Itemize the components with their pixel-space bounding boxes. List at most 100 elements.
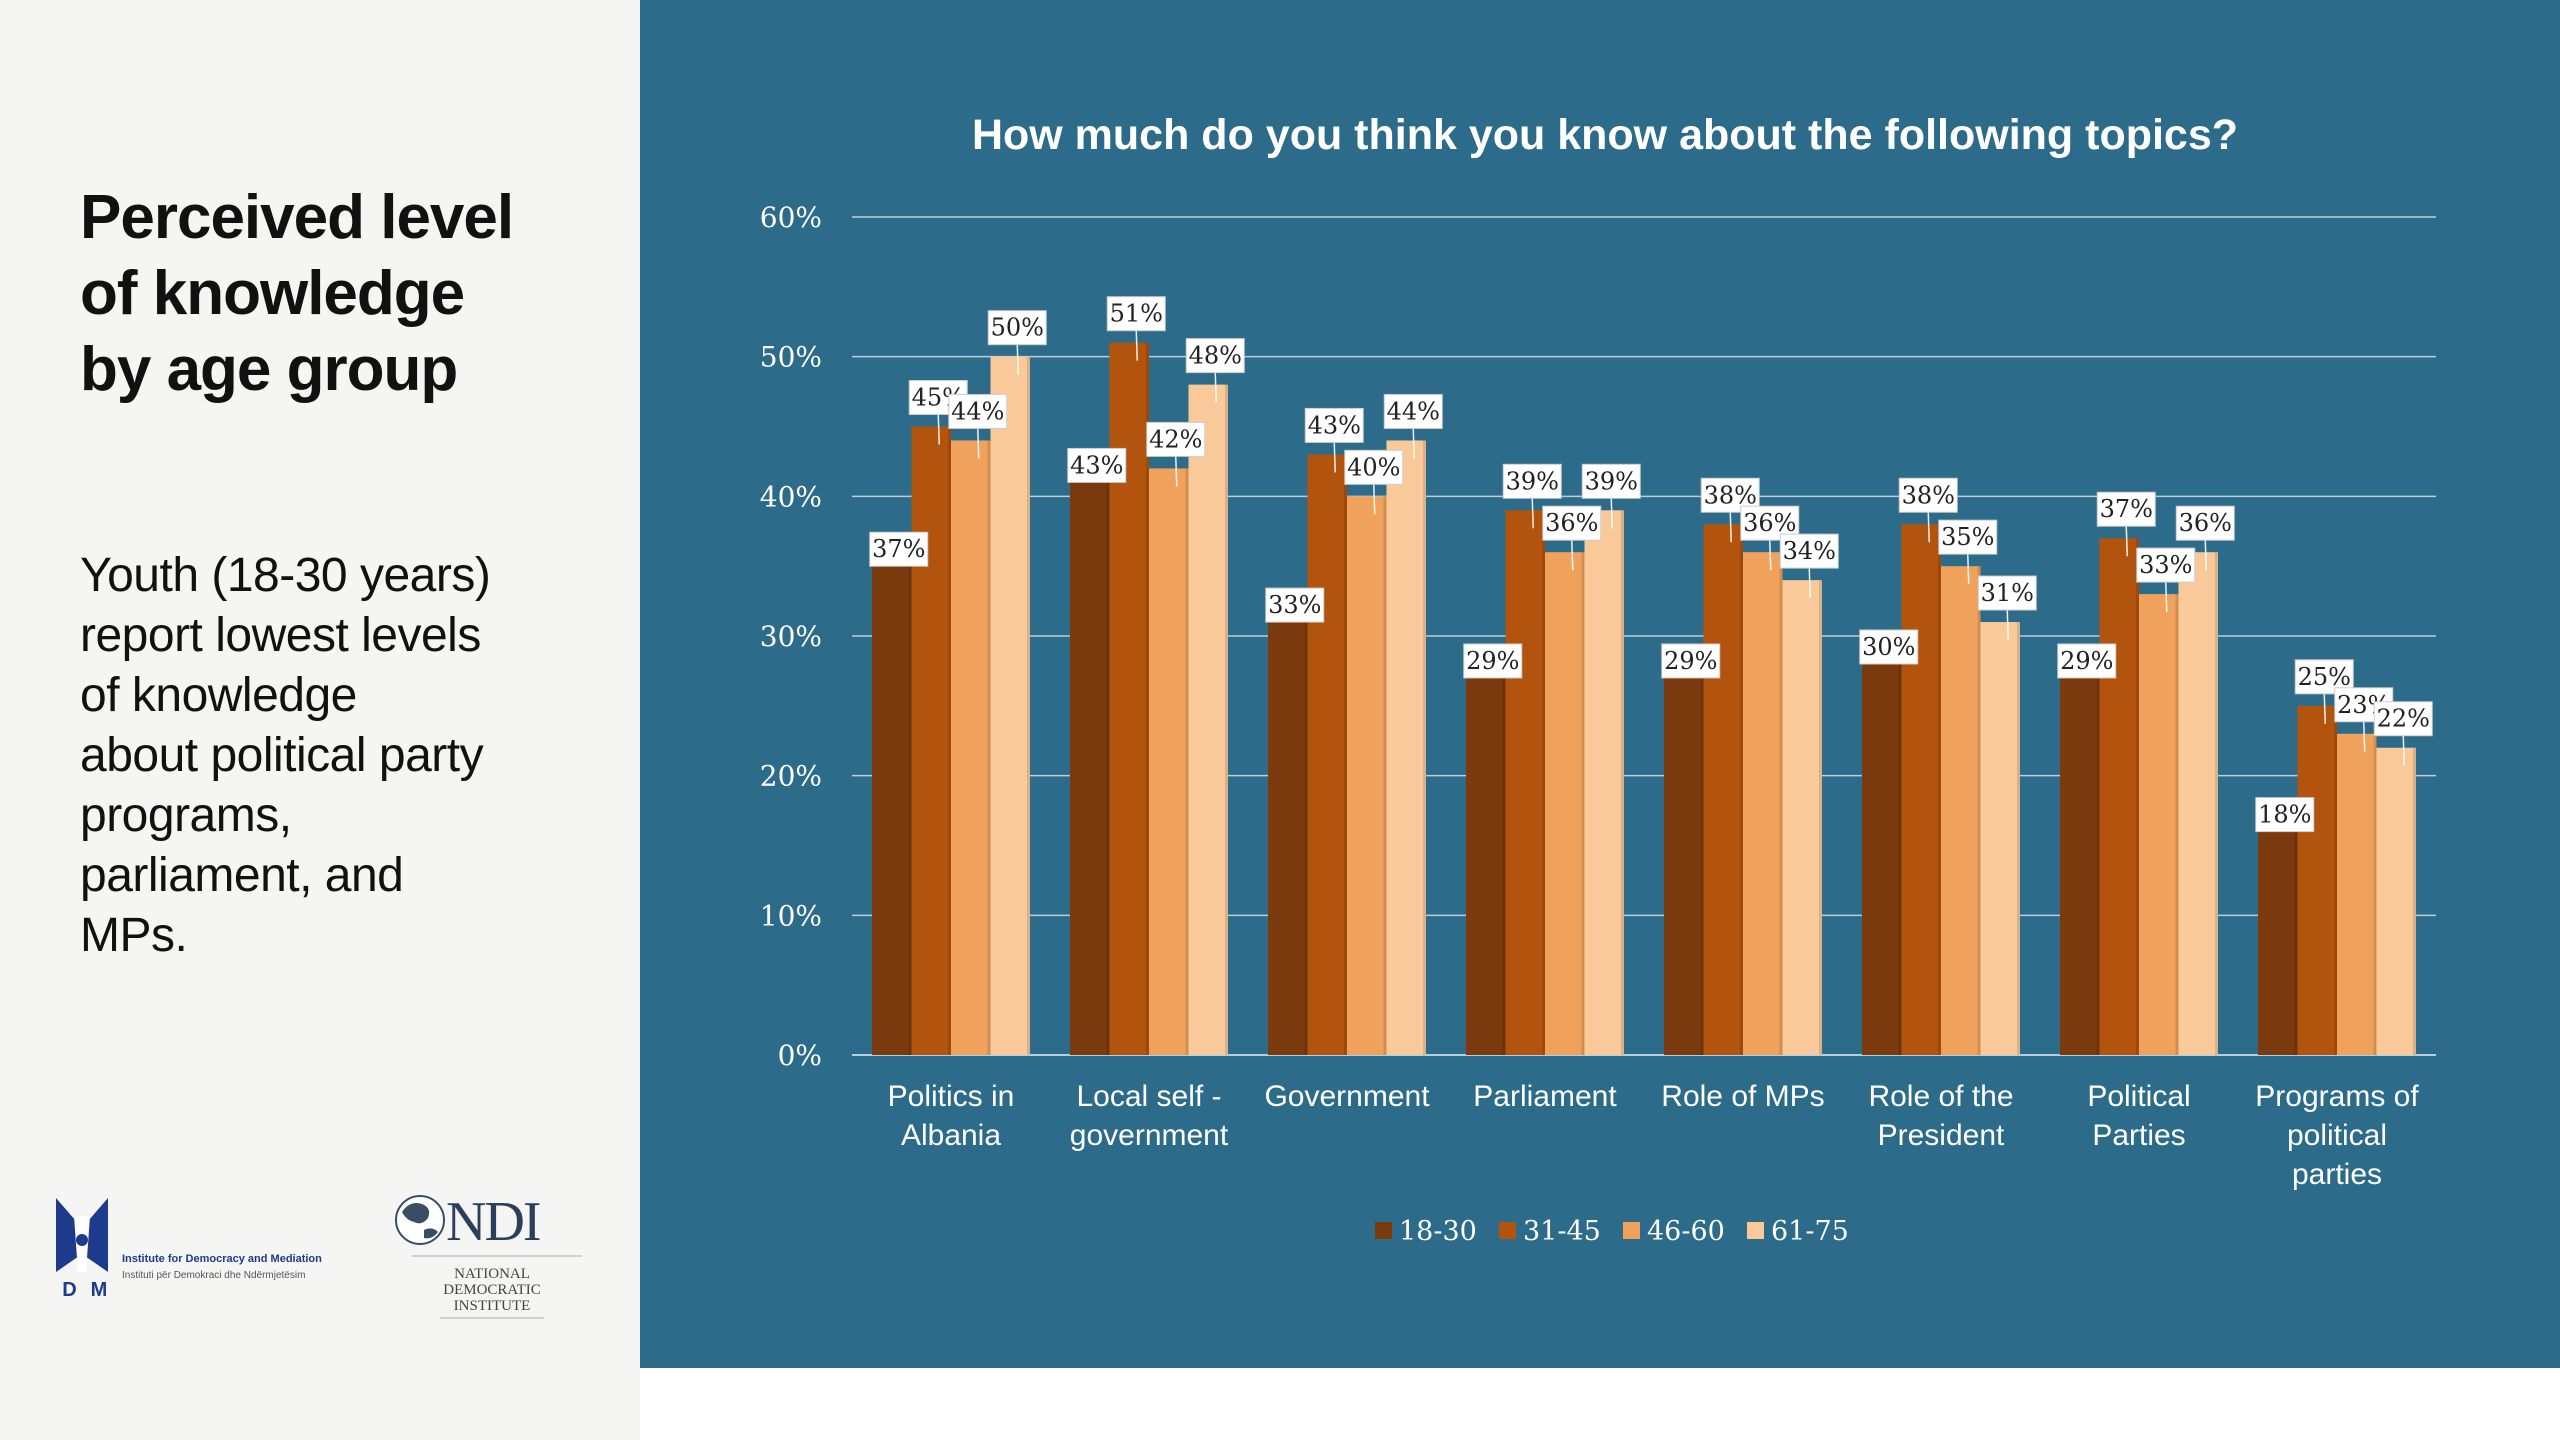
data-label-box [2057, 643, 2117, 679]
data-label-box [1304, 407, 1364, 443]
bar [1941, 566, 1981, 1055]
bar-edge [2413, 747, 2416, 1055]
label-leader [2006, 610, 2009, 641]
bar [1149, 468, 1189, 1055]
data-label-box [1344, 449, 1404, 485]
bar [872, 538, 912, 1055]
label-leader [1531, 498, 1534, 529]
bar [1664, 649, 1704, 1055]
label-leader [2402, 735, 2405, 766]
data-label-box [1146, 421, 1206, 457]
bar [1782, 580, 1822, 1055]
bar [1980, 622, 2020, 1055]
category-label: Role of the President [1868, 1080, 2013, 1152]
label-leader [1610, 498, 1613, 529]
data-label: 36% [1545, 509, 1598, 537]
bar-edge [1106, 454, 1110, 1055]
bar-edge [1779, 552, 1783, 1055]
category-label: Parliament [1473, 1080, 1617, 1113]
label-leader [1769, 540, 1772, 571]
label-leader [2165, 582, 2168, 613]
category-label: Politics in Albania [888, 1080, 1015, 1152]
heading-line: Perceived level [80, 183, 514, 252]
bar-edge [1700, 649, 1704, 1055]
ndi-logo-mark: NDI [446, 1191, 540, 1253]
data-label: 42% [1149, 425, 1202, 453]
data-label: 39% [1585, 467, 1638, 495]
label-leader [1927, 512, 1930, 543]
label-leader [1373, 484, 1376, 515]
bottom-left-strip [0, 1368, 700, 1440]
data-label: 22% [2377, 705, 2430, 733]
data-label-box [1383, 393, 1443, 429]
category-label: Government [1264, 1080, 1430, 1113]
data-label: 29% [1664, 647, 1717, 675]
label-leader [1412, 428, 1415, 459]
idm-logo-mark-text: IDM [52, 1279, 121, 1301]
category-label-line: parties [2292, 1158, 2382, 1191]
label-leader [2204, 540, 2207, 571]
summary-line: Youth (18-30 years) [80, 549, 491, 602]
bar [1545, 552, 1585, 1055]
data-label: 39% [1506, 467, 1559, 495]
data-label-box [1185, 338, 1245, 374]
bar [1386, 440, 1426, 1055]
bar [951, 440, 991, 1055]
data-label-box [2096, 491, 2156, 527]
y-tick-label: 0% [778, 1039, 822, 1072]
label-leader [1571, 540, 1574, 571]
idm-logo-line1: Institute for Democracy and Mediation [122, 1253, 322, 1265]
bar-edge [1383, 496, 1387, 1055]
data-label: 33% [1268, 591, 1321, 619]
bar-edge [1938, 524, 1941, 1055]
bottom-strip [640, 1368, 2560, 1440]
category-label-line: President [1878, 1119, 2005, 1152]
legend-swatch [1375, 1222, 1392, 1239]
y-tick-label: 20% [760, 760, 822, 793]
data-label: 29% [2060, 647, 2113, 675]
data-label: 35% [1941, 523, 1994, 551]
data-label: 43% [1070, 451, 1123, 479]
bar [1901, 524, 1941, 1055]
data-label-box [1067, 447, 1127, 483]
category-label-line: Parties [2092, 1119, 2185, 1152]
bar [2178, 552, 2218, 1055]
bar-edge [1581, 552, 1585, 1055]
summary-line: report lowest levels [80, 609, 481, 662]
data-label-box [2373, 701, 2433, 737]
y-tick-label: 40% [760, 480, 822, 513]
data-label-box [2136, 547, 2196, 583]
data-label-box [1502, 463, 1562, 499]
bar [1862, 636, 1902, 1055]
bar [2337, 733, 2377, 1055]
legend-swatch [1623, 1222, 1640, 1239]
category-label: Political Parties [2087, 1080, 2190, 1152]
data-label: 18% [2258, 801, 2311, 829]
y-tick-label: 60% [760, 201, 822, 234]
category-label-line: Role of MPs [1661, 1080, 1824, 1113]
ndi-logo: NDI NATIONAL DEMOCRATIC INSTITUTE [395, 1191, 582, 1319]
data-label-box [1779, 533, 1839, 569]
bar-edge [1344, 454, 1347, 1055]
data-label-box [1463, 643, 1523, 679]
summary-line: about political party [80, 729, 484, 782]
bar-edge [1977, 566, 1981, 1055]
category-label-line: Local self - [1076, 1080, 1221, 1113]
bar [2060, 649, 2100, 1055]
bar [2376, 747, 2416, 1055]
bar-edge [1819, 580, 1822, 1055]
bar-edge [1898, 636, 1902, 1055]
category-label-line: Government [1264, 1080, 1430, 1113]
bar-edge [2175, 594, 2179, 1055]
bar-edge [1225, 384, 1228, 1056]
data-label: 51% [1110, 300, 1163, 328]
data-label: 44% [951, 397, 1004, 425]
category-label-line: Politics in [888, 1080, 1015, 1113]
bars-layer [872, 342, 2416, 1056]
data-label-box [948, 393, 1008, 429]
data-label: 36% [1743, 509, 1796, 537]
data-label: 36% [2179, 509, 2232, 537]
chart-title: How much do you think you know about the… [972, 111, 2238, 159]
bar-edge [1502, 649, 1506, 1055]
bar [1188, 384, 1228, 1056]
